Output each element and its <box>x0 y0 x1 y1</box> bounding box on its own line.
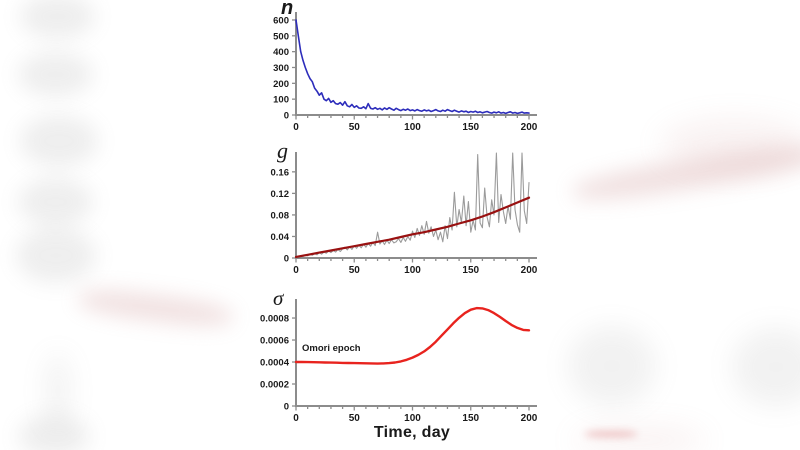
x-tick-label: 0 <box>293 122 299 133</box>
background-smudge <box>571 138 800 208</box>
x-tick-label: 50 <box>349 122 361 133</box>
y-tick-label: 0 <box>284 111 289 122</box>
y-tick-label: 0 <box>284 402 289 413</box>
y-tick-label: 600 <box>273 15 289 26</box>
y-tick-label: 0.12 <box>271 189 290 200</box>
x-tick-label: 150 <box>462 413 479 424</box>
y-tick-label: 0.16 <box>271 167 290 178</box>
g-observed-series <box>295 152 530 258</box>
x-tick-label: 100 <box>404 265 421 276</box>
y-tick-label: 400 <box>273 47 289 58</box>
background-smudge <box>76 285 235 331</box>
x-tick-label: 50 <box>349 265 361 276</box>
n-chart: 0 100 200 300 400 500 600 0 50 100 150 200 <box>273 12 538 133</box>
background-smudge <box>20 0 95 39</box>
background-smudge <box>16 228 96 283</box>
omori-epoch-annotation: Omori epoch <box>302 343 361 354</box>
g-axis-symbol: g <box>277 138 288 163</box>
background-smudge <box>20 115 98 167</box>
n-count-series <box>295 19 530 115</box>
y-tick-label: 100 <box>273 95 289 106</box>
background-smudge <box>572 426 707 450</box>
background-smudge <box>46 352 70 430</box>
background-smudge <box>18 415 90 450</box>
y-tick-label: 0 <box>284 254 289 265</box>
x-tick-label: 50 <box>349 413 361 424</box>
sigma-axis-symbol: σ <box>273 286 284 310</box>
x-tick-label: 100 <box>404 413 421 424</box>
x-tick-label: 100 <box>404 122 421 133</box>
x-tick-label: 200 <box>521 265 538 276</box>
y-tick-label: 0.0006 <box>260 336 289 347</box>
background-smudge <box>732 328 800 406</box>
x-tick-label: 150 <box>462 265 479 276</box>
background-smudge <box>18 52 93 97</box>
y-tick-label: 0.0002 <box>260 380 289 391</box>
y-tick-label: 300 <box>273 63 289 74</box>
sigma-series <box>294 306 531 365</box>
y-tick-label: 0.04 <box>271 232 290 243</box>
n-axis-symbol: n <box>281 0 294 19</box>
x-tick-label: 0 <box>293 413 299 424</box>
background-smudge <box>660 118 800 170</box>
y-tick-label: 0.0008 <box>260 314 289 325</box>
g-trend-series <box>294 196 531 259</box>
x-tick-label: 200 <box>521 413 538 424</box>
y-tick-label: 200 <box>273 79 289 90</box>
x-tick-label: 200 <box>521 122 538 133</box>
y-tick-label: 0.08 <box>271 210 290 221</box>
background-smudge <box>18 178 93 226</box>
x-tick-label: 150 <box>462 122 479 133</box>
time-axis-title: Time, day <box>373 424 451 441</box>
g-chart: 0 0.04 0.08 0.12 0.16 0 50 100 150 200 <box>271 152 538 276</box>
sigma-chart: 0 0.0002 0.0004 0.0006 0.0008 0 50 100 150 200 <box>260 299 538 424</box>
background-smudge <box>585 431 637 437</box>
x-tick-label: 0 <box>293 265 299 276</box>
background-smudge <box>568 326 656 406</box>
y-tick-label: 0.0004 <box>260 358 290 369</box>
y-tick-label: 500 <box>273 31 289 42</box>
